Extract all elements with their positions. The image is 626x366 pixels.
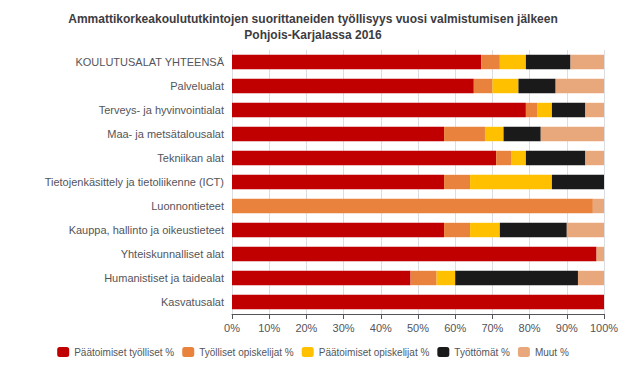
- svg-text:60%: 60%: [444, 322, 466, 334]
- svg-text:Luonnontieteet: Luonnontieteet: [151, 200, 224, 212]
- svg-text:Tietojenkäsittely ja tietoliik: Tietojenkäsittely ja tietoliikenne (ICT): [45, 176, 224, 188]
- svg-text:20%: 20%: [295, 322, 317, 334]
- svg-text:10%: 10%: [258, 322, 280, 334]
- svg-text:Päätoimiset opiskelijat %: Päätoimiset opiskelijat %: [319, 347, 430, 358]
- svg-text:Työttömät %: Työttömät %: [454, 347, 510, 358]
- svg-text:40%: 40%: [370, 322, 392, 334]
- svg-text:30%: 30%: [333, 322, 355, 334]
- svg-text:Humanistiset ja taidealat: Humanistiset ja taidealat: [104, 272, 224, 284]
- svg-text:Työlliset opiskelijat %: Työlliset opiskelijat %: [199, 347, 294, 358]
- svg-text:Päätoimiset työlliset %: Päätoimiset työlliset %: [74, 347, 174, 358]
- svg-text:100%: 100%: [590, 322, 618, 334]
- svg-text:90%: 90%: [556, 322, 578, 334]
- svg-text:50%: 50%: [407, 322, 429, 334]
- svg-text:Maa- ja metsätalousalat: Maa- ja metsätalousalat: [107, 128, 224, 140]
- svg-text:0%: 0%: [224, 322, 240, 334]
- svg-text:Tekniikan alat: Tekniikan alat: [157, 152, 224, 164]
- svg-text:80%: 80%: [519, 322, 541, 334]
- svg-text:Kauppa, hallinto ja oikeustiet: Kauppa, hallinto ja oikeustieteet: [69, 224, 224, 236]
- svg-text:Yhteiskunnalliset alat: Yhteiskunnalliset alat: [121, 248, 224, 260]
- svg-text:KOULUTUSALAT YHTEENSÄ: KOULUTUSALAT YHTEENSÄ: [75, 56, 224, 68]
- svg-text:Ammattikorkeakoulututkintojen: Ammattikorkeakoulututkintojen suorittane…: [68, 12, 557, 26]
- svg-text:Kasvatusalat: Kasvatusalat: [161, 296, 224, 308]
- svg-text:70%: 70%: [481, 322, 503, 334]
- svg-text:Muut %: Muut %: [535, 347, 569, 358]
- svg-text:Terveys- ja hyvinvointialat: Terveys- ja hyvinvointialat: [99, 104, 224, 116]
- svg-text:Pohjois-Karjalassa 2016: Pohjois-Karjalassa 2016: [244, 28, 382, 42]
- svg-text:Palvelualat: Palvelualat: [170, 80, 224, 92]
